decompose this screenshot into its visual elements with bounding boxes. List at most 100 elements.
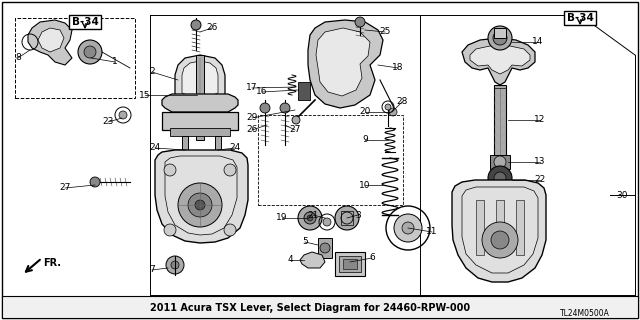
Text: TL24M0500A: TL24M0500A xyxy=(560,309,610,318)
Bar xyxy=(343,259,357,269)
Bar xyxy=(516,200,524,255)
Circle shape xyxy=(90,177,100,187)
Circle shape xyxy=(494,172,506,184)
Bar xyxy=(476,200,484,255)
Circle shape xyxy=(385,104,391,110)
Text: 11: 11 xyxy=(426,228,438,236)
Text: 24: 24 xyxy=(149,143,161,153)
Circle shape xyxy=(171,261,179,269)
Text: 7: 7 xyxy=(149,266,155,275)
Text: 16: 16 xyxy=(256,87,268,97)
Bar xyxy=(215,136,221,156)
Circle shape xyxy=(164,164,176,176)
Circle shape xyxy=(181,153,189,161)
Text: 21: 21 xyxy=(307,211,319,220)
Circle shape xyxy=(280,103,290,113)
Text: 20: 20 xyxy=(359,108,371,116)
Text: 3: 3 xyxy=(355,211,361,220)
Circle shape xyxy=(488,166,512,190)
Circle shape xyxy=(195,200,205,210)
Polygon shape xyxy=(470,46,530,74)
Circle shape xyxy=(488,26,512,50)
Text: 18: 18 xyxy=(392,63,404,73)
Bar xyxy=(196,55,204,140)
Polygon shape xyxy=(462,38,535,85)
Text: 1: 1 xyxy=(112,58,118,67)
Circle shape xyxy=(355,17,365,27)
Bar xyxy=(341,211,353,225)
Polygon shape xyxy=(175,55,225,100)
Circle shape xyxy=(394,214,422,242)
Text: B-34: B-34 xyxy=(566,13,593,23)
Polygon shape xyxy=(165,156,237,235)
Circle shape xyxy=(84,46,96,58)
Bar xyxy=(490,155,510,169)
Circle shape xyxy=(307,215,313,221)
Text: 27: 27 xyxy=(60,183,70,193)
Polygon shape xyxy=(300,252,325,268)
Text: 24: 24 xyxy=(229,143,241,153)
Circle shape xyxy=(482,222,518,258)
Text: 10: 10 xyxy=(359,180,371,189)
Bar xyxy=(318,238,332,258)
Text: 30: 30 xyxy=(616,190,628,199)
Text: 4: 4 xyxy=(287,255,293,265)
Bar xyxy=(170,128,230,136)
Polygon shape xyxy=(28,20,72,65)
Bar xyxy=(494,28,506,38)
Text: 27: 27 xyxy=(289,125,301,134)
Polygon shape xyxy=(316,28,370,96)
Circle shape xyxy=(491,231,509,249)
Bar xyxy=(15,18,135,98)
Circle shape xyxy=(389,108,397,116)
Text: 9: 9 xyxy=(362,135,368,145)
Bar xyxy=(339,256,361,272)
Text: 2011 Acura TSX Lever, Select Diagram for 24460-RPW-000: 2011 Acura TSX Lever, Select Diagram for… xyxy=(150,303,470,313)
Circle shape xyxy=(214,153,222,161)
Text: 29: 29 xyxy=(246,114,258,123)
Text: 8: 8 xyxy=(15,53,21,62)
Bar xyxy=(182,136,188,156)
Text: FR.: FR. xyxy=(43,258,61,268)
Text: 2: 2 xyxy=(149,68,155,76)
Text: 6: 6 xyxy=(369,253,375,262)
Polygon shape xyxy=(155,150,248,243)
Polygon shape xyxy=(38,28,64,52)
Circle shape xyxy=(164,224,176,236)
Polygon shape xyxy=(162,94,238,112)
Circle shape xyxy=(323,218,331,226)
Bar xyxy=(496,200,504,255)
Text: 26: 26 xyxy=(246,125,258,134)
Bar xyxy=(258,115,403,205)
Text: 15: 15 xyxy=(140,91,151,100)
Circle shape xyxy=(78,40,102,64)
Circle shape xyxy=(178,183,222,227)
Circle shape xyxy=(304,212,316,224)
Text: 25: 25 xyxy=(380,28,390,36)
Polygon shape xyxy=(182,61,218,97)
Text: 14: 14 xyxy=(532,37,544,46)
Text: 17: 17 xyxy=(246,84,258,92)
Bar xyxy=(494,85,506,170)
Bar xyxy=(335,252,365,276)
Text: 19: 19 xyxy=(276,213,288,222)
Circle shape xyxy=(191,20,201,30)
Circle shape xyxy=(320,243,330,253)
Bar xyxy=(298,82,310,100)
Text: 12: 12 xyxy=(534,116,546,124)
Circle shape xyxy=(166,256,184,274)
Text: 13: 13 xyxy=(534,157,546,166)
Text: 26: 26 xyxy=(206,23,218,33)
Polygon shape xyxy=(308,20,383,108)
Circle shape xyxy=(494,156,506,168)
Circle shape xyxy=(335,206,359,230)
Circle shape xyxy=(292,116,300,124)
Circle shape xyxy=(188,193,212,217)
Text: 22: 22 xyxy=(534,175,546,185)
Text: 5: 5 xyxy=(302,237,308,246)
Circle shape xyxy=(260,103,270,113)
Circle shape xyxy=(298,206,322,230)
Polygon shape xyxy=(462,187,538,273)
Text: B-34: B-34 xyxy=(72,17,99,27)
Polygon shape xyxy=(452,180,546,282)
